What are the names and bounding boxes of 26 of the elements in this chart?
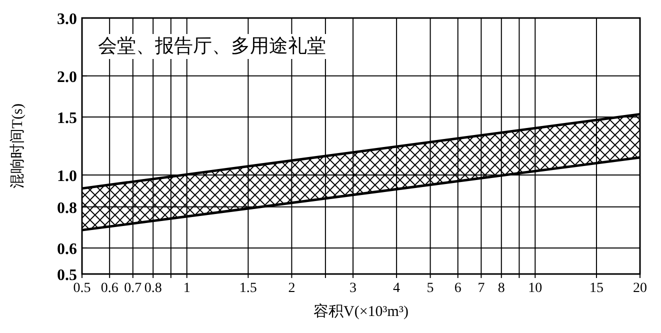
x-tick-label: 10 — [528, 281, 542, 296]
x-tick-label: 0.8 — [144, 281, 162, 296]
x-tick-label: 3 — [350, 281, 357, 296]
x-tick-label: 5 — [426, 281, 434, 296]
x-tick-label: 7 — [478, 281, 485, 296]
y-tick-label: 0.8 — [57, 200, 77, 217]
y-tick-label: 1.0 — [57, 168, 77, 185]
annotation: 会堂、报告厅、多用途礼堂 — [98, 36, 326, 57]
x-tick-label: 0.7 — [124, 281, 142, 296]
x-tick-label: 4 — [393, 281, 400, 296]
y-tick-label: 2.0 — [57, 68, 77, 86]
y-tick-label: 3.0 — [57, 11, 77, 28]
x-tick-label: 6 — [454, 281, 462, 296]
x-tick-label: 0.5 — [73, 281, 91, 296]
x-axis-title: 容积V(×10³m³) — [314, 303, 408, 320]
x-tick-label: 20 — [633, 281, 647, 296]
y-axis-title: 混响时间T(s) — [9, 104, 26, 188]
x-tick-label: 0.6 — [100, 281, 118, 296]
x-tick-label: 15 — [589, 281, 604, 296]
x-tick-label: 1 — [183, 281, 190, 296]
y-tick-label: 0.5 — [57, 267, 77, 284]
x-tick-label: 1.5 — [239, 281, 257, 296]
x-tick-label: 8 — [498, 281, 505, 296]
y-tick-label: 0.6 — [57, 240, 77, 258]
y-tick-label: 1.5 — [57, 110, 77, 128]
x-tick-label: 2 — [288, 281, 296, 296]
